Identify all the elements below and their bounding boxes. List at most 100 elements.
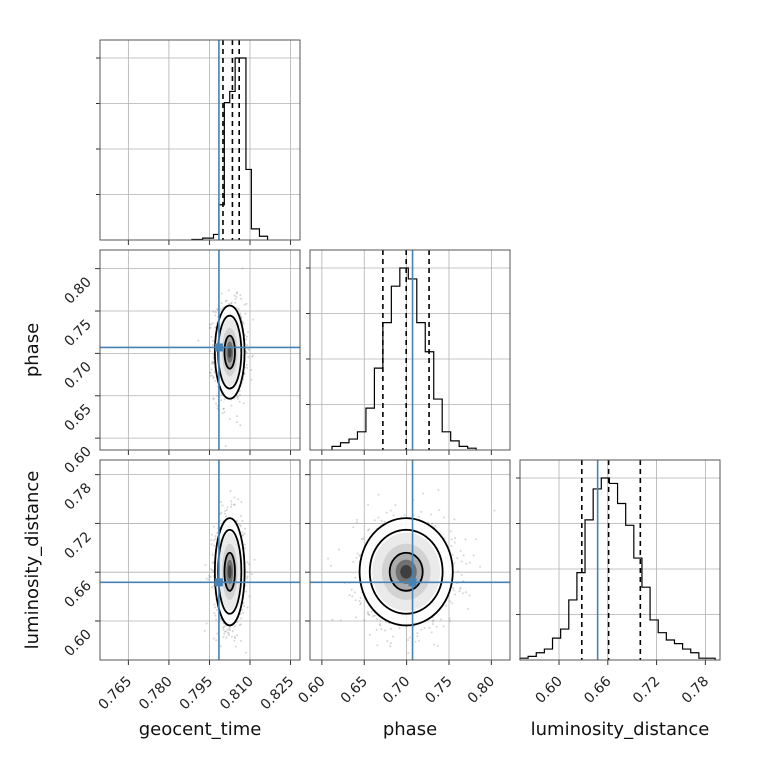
sample-point — [224, 300, 227, 303]
sample-point — [212, 361, 215, 364]
sample-point — [235, 291, 238, 294]
sample-point — [205, 577, 208, 580]
sample-point — [337, 548, 340, 551]
sample-point — [223, 632, 226, 635]
sample-point — [351, 595, 354, 598]
sample-point — [244, 651, 247, 654]
sample-point — [210, 368, 213, 371]
sample-point — [223, 398, 226, 401]
sample-point — [389, 642, 392, 645]
sample-point — [356, 518, 359, 521]
sample-point — [420, 510, 423, 513]
sample-point — [385, 511, 388, 514]
sample-point — [214, 537, 217, 540]
histogram-phase — [331, 267, 477, 450]
sample-point — [443, 537, 446, 540]
sample-point — [211, 322, 214, 325]
sample-point — [431, 522, 434, 525]
sample-point — [243, 543, 246, 546]
sample-point — [367, 613, 370, 616]
sample-point — [436, 644, 439, 647]
sample-point — [209, 575, 212, 578]
truth-marker-geocent_time_vs_phase — [214, 343, 223, 352]
sample-point — [235, 421, 238, 424]
sample-point — [236, 396, 239, 399]
sample-point — [238, 523, 241, 526]
density-geocent_time_vs_luminosity_distance — [203, 490, 256, 654]
sample-point — [240, 316, 243, 319]
sample-point — [240, 639, 243, 642]
sample-point — [242, 533, 245, 536]
sample-point — [354, 599, 357, 602]
sample-point — [207, 574, 210, 577]
sample-point — [220, 399, 223, 402]
sample-point — [220, 292, 223, 295]
sample-point — [227, 631, 230, 634]
contour-2 — [213, 517, 246, 627]
sample-point — [210, 323, 213, 326]
sample-point — [219, 307, 222, 310]
sample-point — [230, 503, 233, 506]
sample-point — [244, 584, 247, 587]
sample-point — [239, 525, 242, 528]
sample-point — [215, 618, 218, 621]
sample-point — [237, 498, 240, 501]
sample-point — [239, 312, 242, 315]
sample-point — [354, 576, 357, 579]
sample-point — [431, 620, 434, 623]
sample-point — [225, 299, 228, 302]
sample-point — [366, 612, 369, 615]
sample-point — [230, 500, 233, 503]
sample-point — [212, 377, 215, 380]
sample-point — [450, 538, 453, 541]
sample-point — [246, 366, 249, 369]
sample-point — [416, 632, 419, 635]
sample-point — [245, 335, 248, 338]
histogram-luminosity_distance — [519, 477, 716, 660]
sample-point — [212, 637, 215, 640]
sample-point — [248, 595, 251, 598]
sample-point — [239, 424, 242, 427]
sample-point — [456, 557, 459, 560]
sample-point — [449, 600, 452, 603]
sample-point — [222, 407, 225, 410]
sample-point — [235, 295, 238, 298]
sample-point — [242, 402, 245, 405]
sample-point — [452, 586, 455, 589]
sample-point — [451, 553, 454, 556]
sample-point — [211, 360, 214, 363]
sample-point — [367, 610, 370, 613]
sample-point — [442, 625, 445, 628]
sample-point — [219, 645, 222, 648]
sample-point — [228, 302, 231, 305]
sample-point — [230, 302, 233, 305]
panel-frame-phase — [309, 249, 511, 451]
sample-point — [464, 591, 467, 594]
sample-point — [368, 633, 371, 636]
sample-point — [230, 505, 233, 508]
axis-labels: geocent_time phase luminosity_distance p… — [22, 323, 709, 740]
sample-point — [213, 371, 216, 374]
sample-point — [233, 639, 236, 642]
sample-point — [242, 611, 245, 614]
sample-point — [209, 326, 212, 329]
sample-point — [379, 619, 382, 622]
sample-point — [390, 627, 393, 630]
sample-point — [239, 623, 242, 626]
sample-point — [453, 541, 456, 544]
sample-point — [222, 626, 225, 629]
sample-point — [421, 492, 424, 495]
sample-point — [252, 318, 255, 321]
sample-point — [236, 520, 239, 523]
sample-point — [475, 538, 478, 541]
sample-point — [460, 573, 463, 576]
sample-point — [245, 302, 248, 305]
sample-point — [250, 378, 253, 381]
contour-1 — [217, 528, 243, 615]
sample-point — [383, 629, 386, 632]
sample-point — [241, 267, 244, 270]
sample-point — [212, 361, 215, 364]
sample-point — [380, 519, 383, 522]
sample-point — [379, 624, 382, 627]
sample-point — [211, 570, 214, 573]
